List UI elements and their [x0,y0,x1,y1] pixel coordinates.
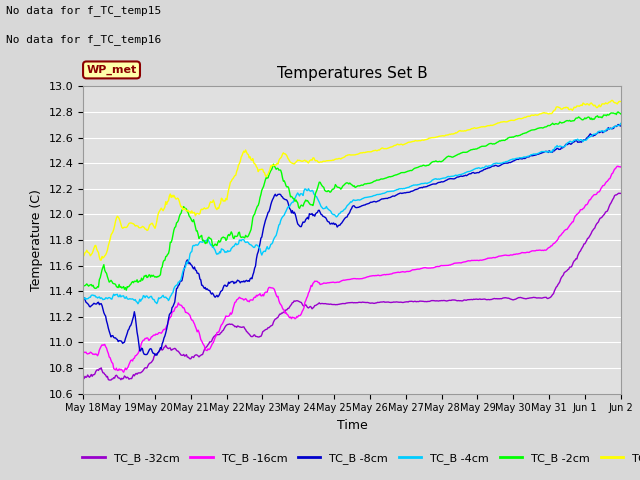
Text: No data for f_TC_temp15: No data for f_TC_temp15 [6,5,162,16]
Y-axis label: Temperature (C): Temperature (C) [30,189,43,291]
Title: Temperatures Set B: Temperatures Set B [276,66,428,81]
Text: No data for f_TC_temp16: No data for f_TC_temp16 [6,34,162,45]
Text: WP_met: WP_met [86,65,137,75]
Legend: TC_B -32cm, TC_B -16cm, TC_B -8cm, TC_B -4cm, TC_B -2cm, TC_B +4cm: TC_B -32cm, TC_B -16cm, TC_B -8cm, TC_B … [78,448,640,468]
X-axis label: Time: Time [337,419,367,432]
